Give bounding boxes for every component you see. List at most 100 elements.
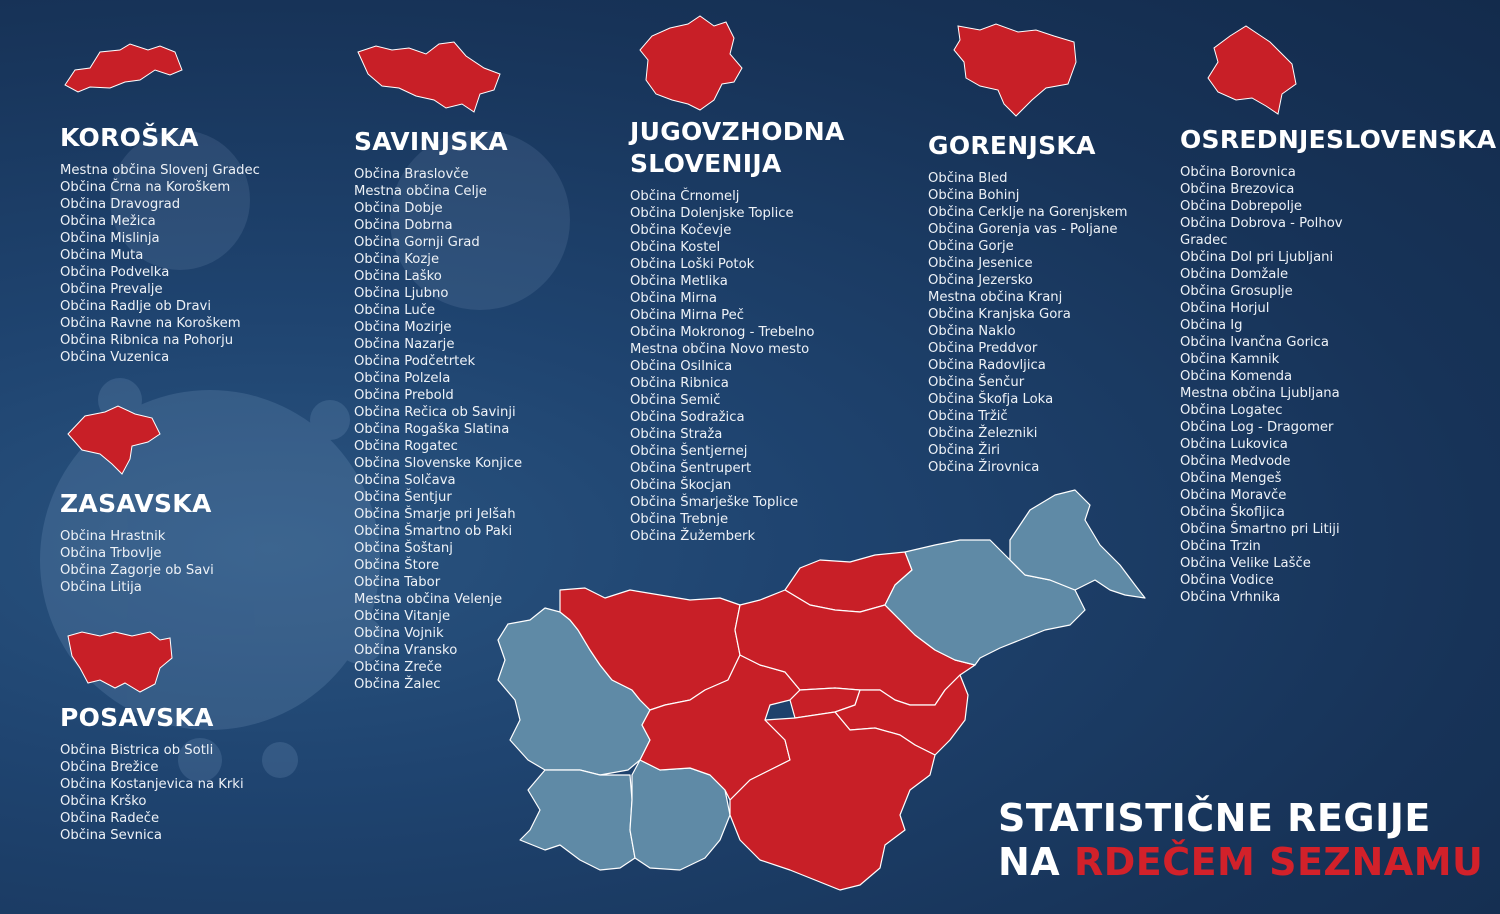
list-item: Občina Žalec [354,677,441,692]
municipality-list: Občina Bistrica ob Sotli Občina Brežice … [60,742,244,844]
list-item: Občina Rogaška Slatina [354,422,510,437]
list-item: Občina Osilnica [630,359,733,374]
list-item: Občina Domžale [1180,267,1289,282]
list-item: Občina Laško [354,269,442,284]
municipality-list: Občina Borovnica Občina Brezovica Občina… [1180,164,1496,606]
list-item: Občina Moravče [1180,488,1287,503]
list-item: Občina Straža [630,427,723,442]
municipality-list: Občina Hrastnik Občina Trbovlje Občina Z… [60,528,214,596]
list-item: Občina Šmartno ob Paki [354,524,513,539]
list-item: Občina Komenda [1180,369,1293,384]
list-item: Občina Metlika [630,274,728,289]
list-item: Občina Dravograd [60,197,181,212]
list-item: Občina Naklo [928,324,1016,339]
list-item: Občina Tabor [354,575,441,590]
list-item: Občina Luče [354,303,436,318]
region-title: GORENJSKA [928,131,1096,160]
list-item: Mestna občina Novo mesto [630,342,810,357]
list-item: Občina Mirna Peč [630,308,745,323]
savinjska-shape-icon [357,41,501,113]
list-item: Občina Štore [354,558,440,573]
list-item: Občina Ribnica na Pohorju [60,333,234,348]
list-item: Občina Zreče [354,660,442,675]
list-item: Občina Brezovica [1180,182,1295,197]
list-item: Občina Prevalje [60,282,163,297]
list-item: Občina Bohinj [928,188,1020,203]
list-item: Občina Škofja Loka [928,392,1054,407]
list-item: Občina Brežice [60,760,159,775]
list-item: Občina Črna na Koroškem [60,180,231,195]
list-item: Občina Slovenske Konjice [354,456,523,471]
list-item: Občina Polzela [354,371,451,386]
municipality-list: Občina Bled Občina Bohinj Občina Cerklje… [928,170,1128,476]
list-item: Občina Dobje [354,201,443,216]
list-item: Občina Nazarje [354,337,455,352]
list-item: Občina Log - Dragomer [1180,420,1334,435]
gorenjska-shape-icon [953,23,1077,117]
list-item: Občina Jesenice [928,256,1033,271]
list-item: Občina Šentjernej [630,444,748,459]
list-item: Občina Trzin [1180,539,1261,554]
list-item: Občina Loški Potok [630,257,755,272]
list-item: Občina Gornji Grad [354,235,480,250]
title-line-2-white: NA [998,840,1074,884]
list-item: Občina Dobrna [354,218,453,233]
list-item: Občina Solčava [354,473,456,488]
map-region-jugovzhodna [729,711,936,891]
list-item: Občina Dolenjske Toplice [630,206,794,221]
list-item: Občina Ig [1180,318,1243,333]
region-title: KOROŠKA [60,123,199,152]
municipality-list: Občina Črnomelj Občina Dolenjske Toplice… [630,188,845,545]
title-line-2: NA RDEČEM SEZNAMU [998,840,1483,884]
list-item: Občina Kranjska Gora [928,307,1071,322]
list-item: Občina Medvode [1180,454,1291,469]
list-item: Občina Kostanjevica na Krki [60,777,244,792]
map-region-obalno-kraska [519,769,636,871]
koroska-shape-icon [64,43,183,93]
list-item: Občina Rogatec [354,439,458,454]
list-item: Občina Ivančna Gorica [1180,335,1330,350]
list-item: Občina Mirna [630,291,717,306]
list-item: Občina Mislinja [60,231,160,246]
list-item: Občina Litija [60,580,142,595]
list-item: Občina Mežica [60,214,156,229]
list-item: Občina Logatec [1180,403,1283,418]
region-title: ZASAVSKA [60,489,212,518]
region-zasavska: ZASAVSKA Občina Hrastnik Občina Trbovlje… [60,404,214,596]
region-title: JUGOVZHODNA SLOVENIJA [630,117,845,178]
list-item: Občina Grosuplje [1180,284,1293,299]
list-item: Občina Kozje [354,252,440,267]
list-item: Občina Sodražica [630,410,745,425]
list-item: Občina Šenčur [928,375,1025,390]
list-item: Občina Rečica ob Savinji [354,405,516,420]
list-item: Občina Gorje [928,239,1014,254]
list-item: Občina Podvelka [60,265,170,280]
list-item: Občina Šentjur [354,490,452,505]
list-item: Občina Radlje ob Dravi [60,299,212,314]
osrednjeslovenska-shape-icon [1207,25,1297,115]
list-item: Občina Cerklje na Gorenjskem [928,205,1128,220]
list-item: Občina Braslovče [354,167,469,182]
list-item: Mestna občina Ljubljana [1180,386,1340,401]
list-item: Občina Krško [60,794,147,809]
list-item: Občina Šmarješke Toplice [630,495,799,510]
list-item: Občina Velike Lašče [1180,556,1311,571]
region-savinjska: SAVINJSKA Občina Braslovče Mestna občina… [354,38,522,693]
list-item: Občina Dol pri Ljubljani [1180,250,1334,265]
list-item: Občina Radeče [60,811,160,826]
list-item: Občina Vransko [354,643,458,658]
list-item: Občina Vitanje [354,609,451,624]
list-item: Občina Sevnica [60,828,162,843]
list-item: Občina Lukovica [1180,437,1288,452]
title-line-2-red: RDEČEM SEZNAMU [1073,840,1484,884]
title-line-1: STATISTIČNE REGIJE [998,796,1431,840]
posavska-shape-icon [67,631,173,693]
slovenia-map [497,489,1146,891]
list-item: Mestna občina Kranj [928,290,1063,305]
list-item: Mestna občina Celje [354,184,487,199]
region-jugovzhodna-slovenija: JUGOVZHODNA SLOVENIJA Občina Črnomelj Ob… [630,14,845,545]
list-item: Občina Trbovlje [60,546,162,561]
list-item: Občina Kočevje [630,223,732,238]
list-item: Občina Vojnik [354,626,444,641]
list-item: Občina Ravne na Koroškem [60,316,241,331]
